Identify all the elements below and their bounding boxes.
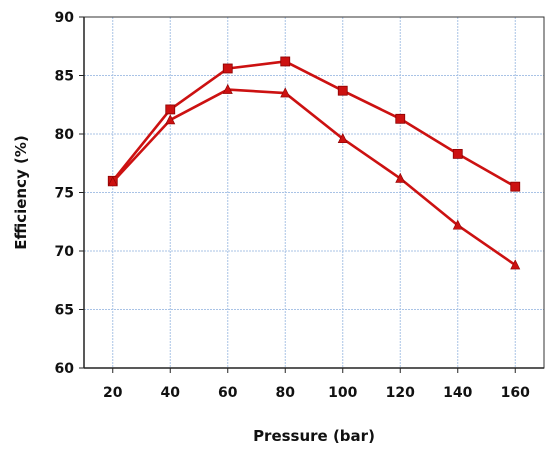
data-point-square <box>222 63 233 74</box>
y-tick-label: 60 <box>55 361 75 377</box>
data-point-square <box>280 56 291 67</box>
data-point-square <box>165 104 176 115</box>
data-point-triangle <box>510 259 521 270</box>
data-point-triangle <box>280 87 291 98</box>
x-tick-label: 160 <box>501 385 530 401</box>
grid <box>84 17 544 368</box>
y-tick-label: 80 <box>55 127 75 143</box>
x-tick-label: 140 <box>443 385 472 401</box>
data-point-square <box>337 85 348 96</box>
data-point-triangle <box>165 114 176 125</box>
data-point-triangle <box>107 176 118 187</box>
y-tick-label: 65 <box>55 303 74 319</box>
series-line <box>111 88 516 267</box>
x-tick-label: 60 <box>218 385 238 401</box>
y-tick-label: 75 <box>55 186 74 202</box>
x-tick-label: 80 <box>276 385 296 401</box>
y-tick-label: 85 <box>55 69 74 85</box>
data-point-triangle <box>395 172 406 183</box>
data-point-triangle <box>452 219 463 230</box>
axes <box>79 16 545 373</box>
x-tick-label: 120 <box>386 385 415 401</box>
tick-labels: 60 65 70 75 80 85 90 20 40 60 80 100 120 140 160 <box>55 10 531 401</box>
data-point-square <box>510 181 521 192</box>
x-tick-label: 100 <box>328 385 357 401</box>
data-point-triangle <box>337 133 348 143</box>
series-2 <box>107 83 521 270</box>
data-point-triangle <box>222 83 233 94</box>
series-group <box>107 56 521 270</box>
series-line <box>111 60 516 188</box>
y-tick-label: 90 <box>55 10 75 26</box>
x-tick-label: 20 <box>103 385 123 401</box>
data-point-square <box>395 113 406 124</box>
y-axis-title: Efficiency (%) <box>12 135 30 250</box>
data-point-square <box>452 148 463 159</box>
series-1 <box>107 56 521 192</box>
x-tick-label: 40 <box>161 385 181 401</box>
y-tick-label: 70 <box>55 244 75 260</box>
x-axis-title: Pressure (bar) <box>253 427 375 445</box>
